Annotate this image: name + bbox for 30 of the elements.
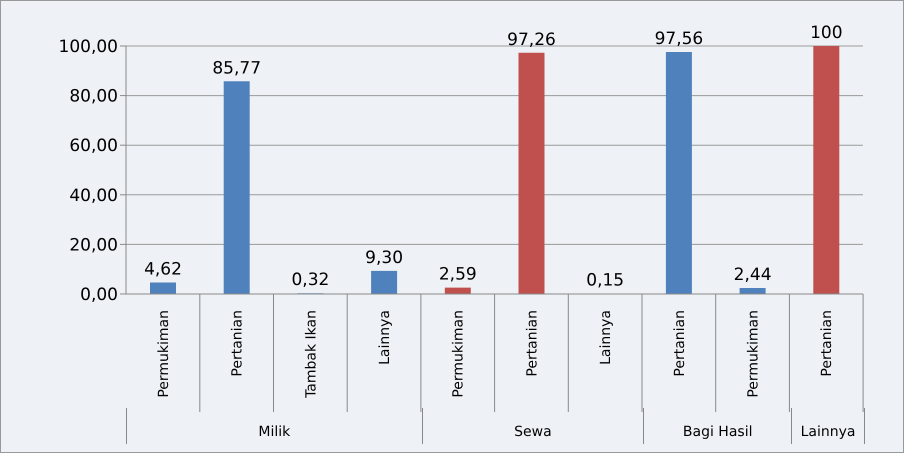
x-tick-label: Permukiman [156, 310, 172, 398]
y-tick-label: 20,00 [69, 235, 118, 256]
x-tick-label: Lainnya [376, 310, 393, 365]
data-label: 2,44 [734, 264, 772, 285]
x-tick-label: Permukiman [450, 310, 467, 398]
text: Sewa [514, 424, 552, 440]
data-label: 4,62 [144, 260, 182, 280]
data-label: 9,30 [365, 248, 404, 268]
data-label: 0,32 [291, 270, 330, 290]
data-label: 2,59 [438, 264, 477, 285]
x-tick-label: Pertanian [819, 310, 836, 377]
y-tick-label: 40,00 [69, 186, 118, 206]
data-label: 100 [810, 23, 843, 43]
y-tick-label: 60,00 [69, 136, 118, 156]
x-tick-label: Pertanian [230, 310, 246, 377]
x-tick-label: Tambak Ikan [303, 310, 320, 399]
x-tick-label: Pertanian [524, 310, 540, 377]
data-label: 97,26 [507, 30, 556, 50]
x-tick-label: Permukiman [745, 310, 762, 398]
x-tick-label: Lainnya [598, 310, 614, 365]
y-tick-label: 100,00 [58, 37, 118, 58]
y-tick-label: 0,00 [80, 285, 118, 306]
text: Bagi Hasil [682, 424, 752, 440]
text: Milik [258, 424, 290, 440]
data-label: 97,56 [654, 29, 704, 50]
x-tick-label: Pertanian [672, 310, 688, 377]
data-label: 85,77 [212, 58, 262, 78]
text: Lainnya [800, 424, 856, 440]
data-label: 0,15 [586, 270, 624, 291]
y-tick-label: 80,00 [69, 86, 118, 107]
